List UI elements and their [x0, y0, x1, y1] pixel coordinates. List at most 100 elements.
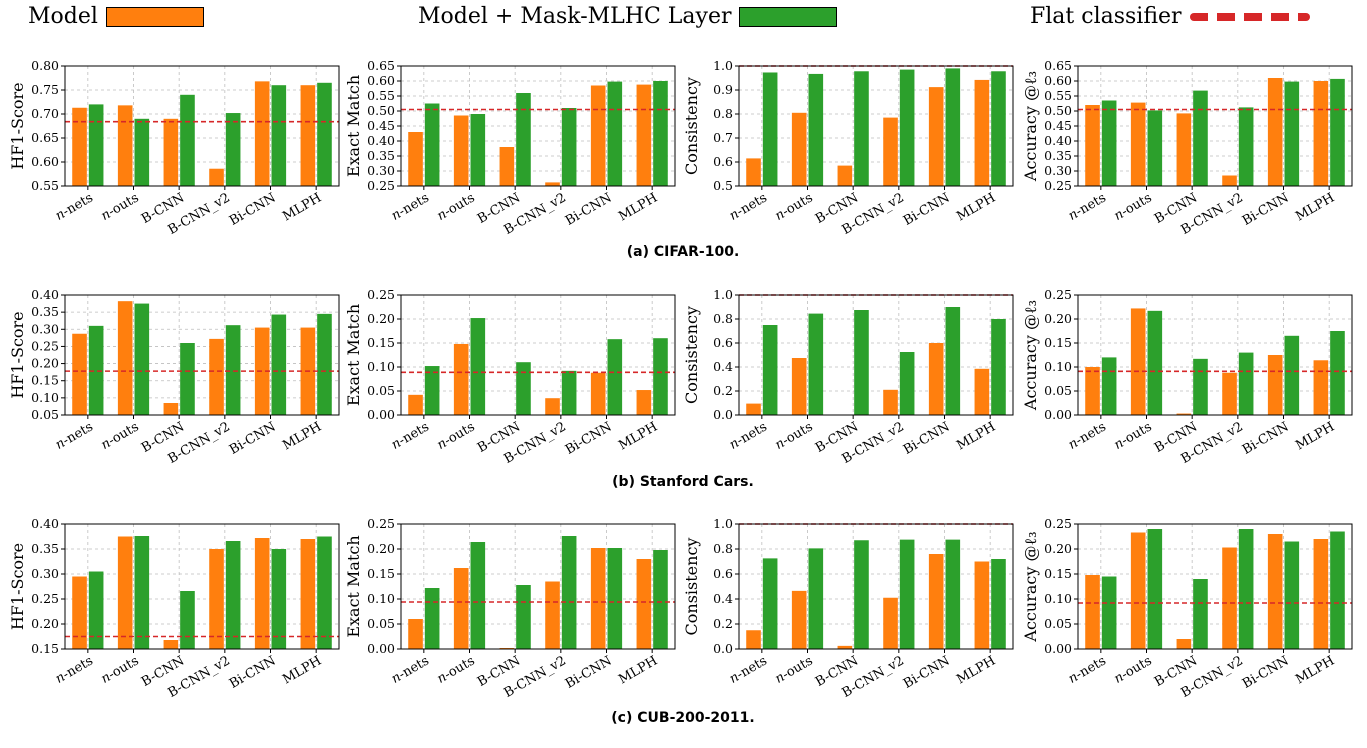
bar-masked-0 — [762, 325, 778, 415]
bar-masked-5 — [653, 550, 668, 649]
bar-masked-1 — [808, 73, 824, 186]
y-axis-label: Consistency — [682, 77, 701, 175]
y-tick-label: 0.60 — [31, 154, 59, 169]
y-tick-label: 0.10 — [367, 359, 395, 374]
y-tick-label: 0.00 — [1044, 641, 1072, 656]
bar-masked-4 — [607, 81, 623, 186]
chart-7: 0.000.050.100.150.200.25n-nets n-outsB-CN… — [1021, 287, 1353, 467]
chart-8: 0.150.200.250.300.350.40n-nets n-outsB-CN… — [8, 516, 340, 701]
legend-model-label: Model — [28, 4, 98, 29]
bar-masked-2 — [854, 310, 869, 415]
legend-masked-swatch — [739, 6, 838, 27]
bar-masked-2 — [516, 362, 531, 415]
bar-model-0 — [408, 394, 423, 415]
bar-masked-4 — [1284, 81, 1300, 186]
bar-model-4 — [254, 81, 270, 186]
figure-legend: Model Model + Mask-MLHC Layer Flat class… — [0, 0, 1367, 36]
y-tick-label: 0.25 — [367, 287, 395, 302]
bar-masked-2 — [516, 93, 531, 186]
y-tick-label: 0.4 — [713, 359, 733, 374]
y-tick-label: 0.65 — [31, 130, 59, 145]
x-tick-label: MLPH — [954, 190, 998, 224]
y-axis-label: Accuracy @ℓ₃ — [1021, 71, 1040, 182]
bar-masked-0 — [762, 72, 778, 186]
y-tick-label: 0.30 — [367, 163, 395, 178]
bar-masked-2 — [1193, 579, 1208, 649]
bar-masked-4 — [271, 549, 287, 649]
y-tick-label: 0.05 — [367, 383, 395, 398]
bar-masked-3 — [1238, 107, 1254, 186]
bar-masked-1 — [1147, 529, 1163, 649]
bar-model-4 — [1267, 78, 1283, 186]
y-tick-label: 0.10 — [367, 591, 395, 606]
x-tick-label: n-outs — [99, 653, 142, 686]
y-axis-label: HF1-Score — [8, 311, 27, 398]
y-tick-label: 0.05 — [367, 616, 395, 631]
y-axis-label: Exact Match — [344, 75, 363, 177]
y-tick-label: 0.40 — [367, 133, 395, 148]
y-tick-label: 0.65 — [1044, 58, 1072, 73]
y-axis-label: HF1-Score — [8, 543, 27, 630]
x-tick-label: Bi-CNN — [901, 419, 953, 457]
bar-masked-4 — [945, 68, 961, 186]
x-tick-label: MLPH — [1293, 653, 1337, 687]
bar-model-5 — [636, 390, 652, 415]
bar-masked-3 — [561, 108, 577, 186]
bar-model-2 — [163, 403, 179, 415]
y-tick-label: 0.00 — [367, 407, 395, 422]
y-tick-label: 0.0 — [713, 407, 733, 422]
y-axis-label: Consistency — [682, 538, 701, 636]
bar-model-3 — [883, 117, 898, 186]
y-tick-label: 1.0 — [713, 516, 733, 531]
bar-masked-2 — [516, 585, 531, 649]
bar-model-3 — [545, 182, 560, 186]
bar-masked-4 — [945, 539, 961, 649]
plot-frame — [1077, 523, 1353, 650]
plot-frame — [738, 65, 1014, 187]
y-tick-label: 0.55 — [1044, 88, 1072, 103]
bar-masked-5 — [317, 82, 332, 186]
x-tick-label: MLPH — [1293, 190, 1337, 224]
x-tick-label: MLPH — [954, 419, 998, 453]
x-tick-label: n-nets — [389, 653, 432, 686]
bar-masked-5 — [991, 71, 1006, 186]
bar-model-4 — [590, 372, 606, 415]
bar-model-4 — [1267, 355, 1283, 415]
caption-1: (b) Stanford Cars. — [612, 474, 754, 490]
bar-masked-1 — [470, 542, 486, 649]
bar-model-4 — [590, 85, 606, 186]
x-tick-label: n-outs — [773, 653, 816, 686]
x-tick-label: n-nets — [389, 190, 432, 223]
y-tick-label: 0.20 — [31, 616, 59, 631]
plot-frame — [64, 523, 340, 650]
x-tick-label: MLPH — [954, 653, 998, 687]
bar-masked-4 — [945, 307, 961, 415]
y-tick-label: 0.35 — [31, 304, 59, 319]
y-axis-label: Exact Match — [344, 535, 363, 637]
bar-model-0 — [72, 107, 87, 186]
chart-5: 0.000.050.100.150.200.25n-nets n-outsB-CN… — [344, 287, 676, 467]
x-tick-label: n-nets — [727, 190, 770, 223]
x-tick-label: n-outs — [1112, 653, 1155, 686]
y-tick-label: 0.25 — [367, 178, 395, 193]
y-tick-label: 0.0 — [713, 641, 733, 656]
x-tick-label: Bi-CNN — [227, 653, 279, 691]
bar-model-0 — [746, 630, 761, 649]
y-tick-label: 0.60 — [1044, 73, 1072, 88]
y-tick-label: 0.35 — [1044, 148, 1072, 163]
plot-frame — [64, 294, 340, 416]
bar-model-4 — [590, 548, 606, 649]
x-tick-label: MLPH — [280, 190, 324, 224]
x-tick-label: n-outs — [99, 419, 142, 452]
bar-model-1 — [791, 112, 807, 186]
caption-0: (a) CIFAR-100. — [627, 244, 740, 260]
y-tick-label: 0.60 — [367, 73, 395, 88]
x-tick-label: Bi-CNN — [1240, 419, 1292, 457]
bar-model-4 — [928, 554, 944, 649]
chart-6: 0.00.20.40.60.81.0n-nets n-outsB-CNNB-CNN… — [682, 287, 1014, 467]
x-tick-label: n-nets — [1066, 653, 1109, 686]
bar-masked-3 — [225, 325, 241, 415]
x-tick-label: n-outs — [435, 653, 478, 686]
y-tick-label: 0.75 — [31, 82, 59, 97]
bar-model-3 — [545, 398, 560, 415]
